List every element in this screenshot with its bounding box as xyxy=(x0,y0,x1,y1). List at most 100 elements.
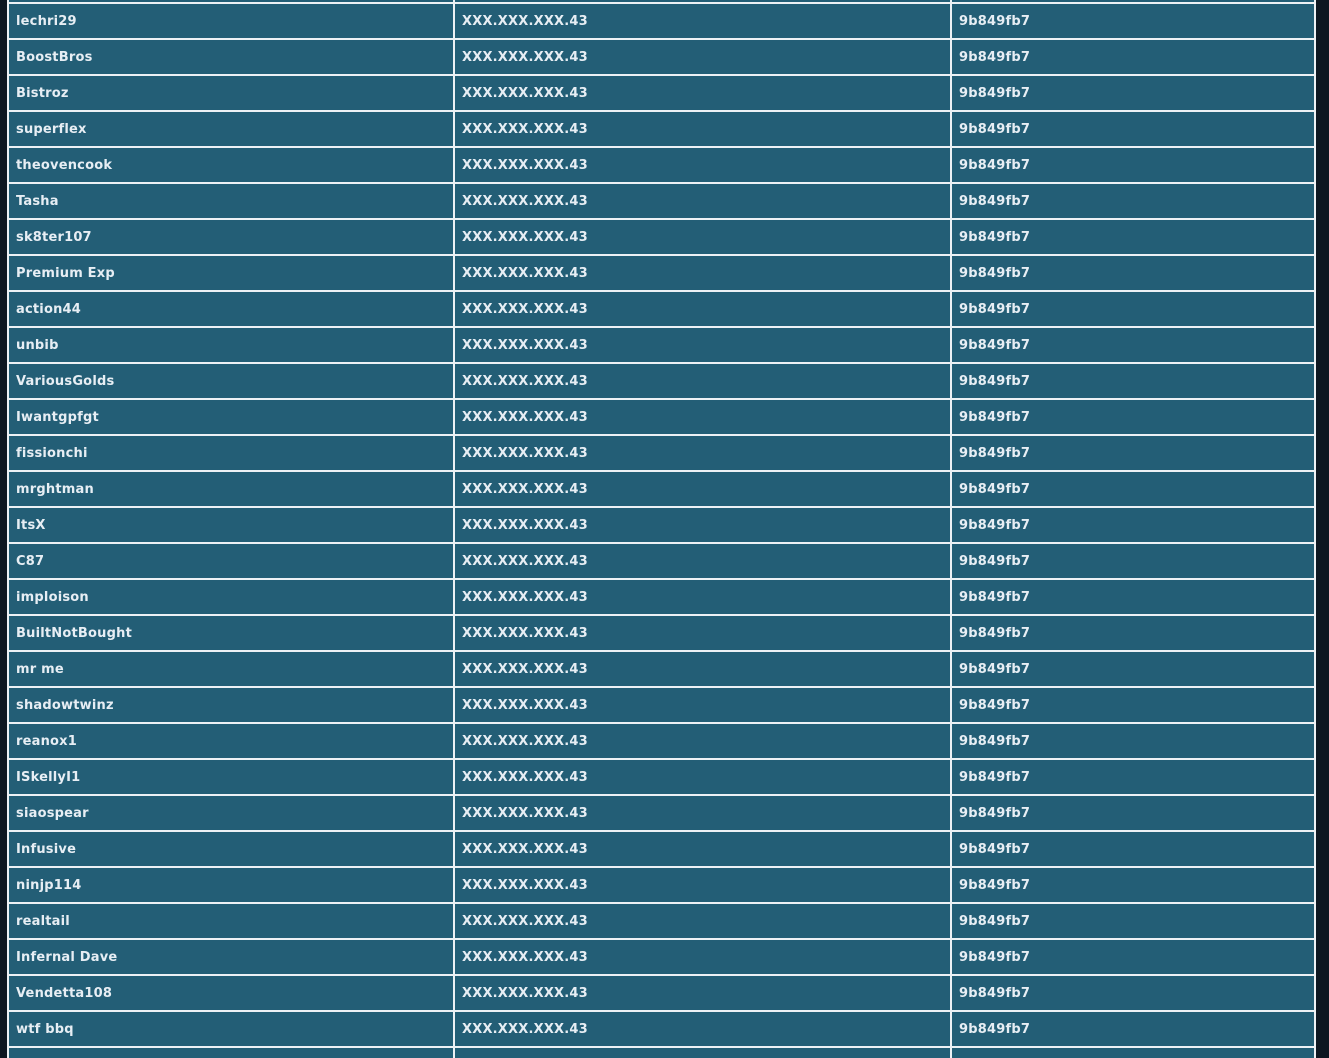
ip-cell: XXX.XXX.XXX.43 xyxy=(453,758,952,796)
ip-cell: XXX.XXX.XXX.43 xyxy=(453,74,952,112)
table-row: superflex XXX.XXX.XXX.43 9b849fb7 xyxy=(7,110,1316,148)
user-cell xyxy=(7,1046,455,1058)
user-cell: Tasha xyxy=(7,182,455,220)
id-cell xyxy=(950,1046,1316,1058)
ip-cell: XXX.XXX.XXX.43 xyxy=(453,434,952,472)
table-row: Infusive XXX.XXX.XXX.43 9b849fb7 xyxy=(7,830,1316,868)
ip-cell: XXX.XXX.XXX.43 xyxy=(453,542,952,580)
ip-cell: XXX.XXX.XXX.43 xyxy=(453,218,952,256)
id-cell: 9b849fb7 xyxy=(950,686,1316,724)
id-cell: 9b849fb7 xyxy=(950,830,1316,868)
id-cell: 9b849fb7 xyxy=(950,722,1316,760)
id-cell: 9b849fb7 xyxy=(950,434,1316,472)
table-row: Iwantgpfgt XXX.XXX.XXX.43 9b849fb7 xyxy=(7,398,1316,436)
ip-cell: XXX.XXX.XXX.43 xyxy=(453,38,952,76)
table-row: action44 XXX.XXX.XXX.43 9b849fb7 xyxy=(7,290,1316,328)
user-cell: Premium Exp xyxy=(7,254,455,292)
id-cell: 9b849fb7 xyxy=(950,290,1316,328)
table-row: ISkellyI1 XXX.XXX.XXX.43 9b849fb7 xyxy=(7,758,1316,796)
user-cell: ISkellyI1 xyxy=(7,758,455,796)
table-row: Tasha XXX.XXX.XXX.43 9b849fb7 xyxy=(7,182,1316,220)
table-row: Vendetta108 XXX.XXX.XXX.43 9b849fb7 xyxy=(7,974,1316,1012)
user-cell xyxy=(7,0,455,4)
user-cell: fissionchi xyxy=(7,434,455,472)
user-cell: mr me xyxy=(7,650,455,688)
table-row: mr me XXX.XXX.XXX.43 9b849fb7 xyxy=(7,650,1316,688)
id-cell: 9b849fb7 xyxy=(950,326,1316,364)
ip-cell: XXX.XXX.XXX.43 xyxy=(453,146,952,184)
table-row: sk8ter107 XXX.XXX.XXX.43 9b849fb7 xyxy=(7,218,1316,256)
user-ip-table-body: lechri29 XXX.XXX.XXX.43 9b849fb7 BoostBros X… xyxy=(7,0,1316,1058)
table-row: ItsX XXX.XXX.XXX.43 9b849fb7 xyxy=(7,506,1316,544)
user-cell: superflex xyxy=(7,110,455,148)
user-cell: theovencook xyxy=(7,146,455,184)
ip-cell: XXX.XXX.XXX.43 xyxy=(453,866,952,904)
user-cell: shadowtwinz xyxy=(7,686,455,724)
table-row: ninjp114 XXX.XXX.XXX.43 9b849fb7 xyxy=(7,866,1316,904)
id-cell: 9b849fb7 xyxy=(950,2,1316,40)
id-cell: 9b849fb7 xyxy=(950,542,1316,580)
table-row: fissionchi XXX.XXX.XXX.43 9b849fb7 xyxy=(7,434,1316,472)
ip-cell: XXX.XXX.XXX.43 xyxy=(453,1010,952,1048)
user-cell: BuiltNotBought xyxy=(7,614,455,652)
table-row: lechri29 XXX.XXX.XXX.43 9b849fb7 xyxy=(7,2,1316,40)
id-cell: 9b849fb7 xyxy=(950,74,1316,112)
user-cell: ItsX xyxy=(7,506,455,544)
table-row-partial xyxy=(7,1046,1316,1058)
ip-cell: XXX.XXX.XXX.43 xyxy=(453,974,952,1012)
ip-cell: XXX.XXX.XXX.43 xyxy=(453,578,952,616)
id-cell: 9b849fb7 xyxy=(950,758,1316,796)
ip-cell: XXX.XXX.XXX.43 xyxy=(453,2,952,40)
ip-cell xyxy=(453,1046,952,1058)
ip-cell: XXX.XXX.XXX.43 xyxy=(453,470,952,508)
user-cell: wtf bbq xyxy=(7,1010,455,1048)
ip-cell: XXX.XXX.XXX.43 xyxy=(453,686,952,724)
table-row: Infernal Dave XXX.XXX.XXX.43 9b849fb7 xyxy=(7,938,1316,976)
user-cell: realtail xyxy=(7,902,455,940)
ip-cell: XXX.XXX.XXX.43 xyxy=(453,902,952,940)
table-row: imploison XXX.XXX.XXX.43 9b849fb7 xyxy=(7,578,1316,616)
table-row-partial xyxy=(7,0,1316,4)
user-cell: Infernal Dave xyxy=(7,938,455,976)
user-cell: VariousGolds xyxy=(7,362,455,400)
id-cell: 9b849fb7 xyxy=(950,866,1316,904)
ip-cell: XXX.XXX.XXX.43 xyxy=(453,650,952,688)
table-row: BuiltNotBought XXX.XXX.XXX.43 9b849fb7 xyxy=(7,614,1316,652)
id-cell: 9b849fb7 xyxy=(950,38,1316,76)
table-row: mrghtman XXX.XXX.XXX.43 9b849fb7 xyxy=(7,470,1316,508)
table-row: C87 XXX.XXX.XXX.43 9b849fb7 xyxy=(7,542,1316,580)
user-cell: imploison xyxy=(7,578,455,616)
id-cell: 9b849fb7 xyxy=(950,794,1316,832)
ip-cell: XXX.XXX.XXX.43 xyxy=(453,722,952,760)
user-cell: action44 xyxy=(7,290,455,328)
ip-cell: XXX.XXX.XXX.43 xyxy=(453,290,952,328)
ip-cell xyxy=(453,0,952,4)
id-cell: 9b849fb7 xyxy=(950,506,1316,544)
ip-cell: XXX.XXX.XXX.43 xyxy=(453,110,952,148)
table-row: BoostBros XXX.XXX.XXX.43 9b849fb7 xyxy=(7,38,1316,76)
user-cell: mrghtman xyxy=(7,470,455,508)
table-row: shadowtwinz XXX.XXX.XXX.43 9b849fb7 xyxy=(7,686,1316,724)
ip-cell: XXX.XXX.XXX.43 xyxy=(453,254,952,292)
id-cell: 9b849fb7 xyxy=(950,650,1316,688)
user-cell: siaospear xyxy=(7,794,455,832)
ip-cell: XXX.XXX.XXX.43 xyxy=(453,506,952,544)
id-cell: 9b849fb7 xyxy=(950,938,1316,976)
user-cell: C87 xyxy=(7,542,455,580)
table-row: unbib XXX.XXX.XXX.43 9b849fb7 xyxy=(7,326,1316,364)
ip-cell: XXX.XXX.XXX.43 xyxy=(453,362,952,400)
ip-cell: XXX.XXX.XXX.43 xyxy=(453,614,952,652)
id-cell: 9b849fb7 xyxy=(950,1010,1316,1048)
id-cell: 9b849fb7 xyxy=(950,110,1316,148)
ip-cell: XXX.XXX.XXX.43 xyxy=(453,398,952,436)
ip-cell: XXX.XXX.XXX.43 xyxy=(453,794,952,832)
table-row: VariousGolds XXX.XXX.XXX.43 9b849fb7 xyxy=(7,362,1316,400)
table-row: Premium Exp XXX.XXX.XXX.43 9b849fb7 xyxy=(7,254,1316,292)
id-cell: 9b849fb7 xyxy=(950,218,1316,256)
id-cell: 9b849fb7 xyxy=(950,902,1316,940)
table-row: reanox1 XXX.XXX.XXX.43 9b849fb7 xyxy=(7,722,1316,760)
ip-cell: XXX.XXX.XXX.43 xyxy=(453,326,952,364)
table-row: siaospear XXX.XXX.XXX.43 9b849fb7 xyxy=(7,794,1316,832)
user-cell: sk8ter107 xyxy=(7,218,455,256)
